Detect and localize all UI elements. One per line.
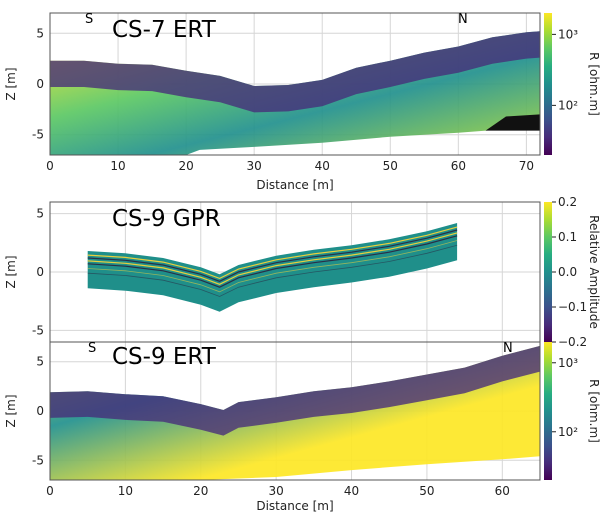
panel-cs9-gpr: 5 0 -5 CS-9 GPR Z [m] 0.2 0.1 0.0 −0.1 −0.2 Re… [4,195,601,349]
x-tick-label: 30 [269,484,284,498]
y-tick-label: -5 [32,453,44,467]
colorbar-ticks: 10³ 10² [552,356,578,439]
resistivity-section [50,345,540,480]
x-tick-label: 10 [118,484,133,498]
plot-frame [49,12,541,156]
panel-cs7-ert: 0 10 20 30 40 50 60 70 50-5 CS-7 ERT S N Distan… [4,12,601,192]
black-block-marker [485,114,540,131]
x-axis-label: Distance [m] [256,178,333,192]
colorbar-tick-label: 10² [558,425,578,439]
colorbar-ticks: 0.2 0.1 0.0 −0.1 −0.2 [552,195,587,349]
x-tick-label: 50 [419,484,434,498]
x-tick-label: 30 [247,159,262,173]
colorbar-tick-label: 10² [558,98,578,112]
y-tick-label: 5 [36,355,44,369]
y-axis-label: Z [m] [4,67,18,100]
colorbar-tick-label: 10³ [558,27,578,41]
panel-title: CS-9 GPR [112,206,221,232]
x-tick-label: 10 [110,159,125,173]
gpr-reflector [87,232,458,285]
y-tick-labels: 5 0 -5 [32,355,44,468]
colorbar-tick-label: 10³ [558,356,578,370]
ert-low-resistivity-layer [50,345,540,436]
y-tick-label: 0 [36,265,44,279]
x-tick-label: 70 [519,159,534,173]
gpr-reflector [87,235,458,288]
y-tick-label: 0 [36,404,44,418]
x-tick-label: 40 [344,484,359,498]
colorbar-tick-label: 0.1 [558,230,577,244]
gpr-reflector [87,229,458,282]
y-tick-label: 0 [36,77,44,91]
colorbar-label: R [ohm.m] [587,379,601,443]
x-tick-label: 0 [46,159,54,173]
plot-frame [49,341,541,481]
gpr-reflector [87,226,458,280]
x-tick-label: 20 [193,484,208,498]
x-axis-label: Distance [m] [256,499,333,513]
ert-low-resistivity-layer [50,31,540,113]
colorbar-tick-label: 0.2 [558,195,577,209]
direction-left: S [88,341,96,356]
y-tick-label: -5 [32,128,44,142]
y-tick-labels: 5 0 -5 [32,26,44,141]
y-tick-label: 5 [36,207,44,221]
direction-right: N [503,341,513,356]
x-tick-label: 0 [46,484,54,498]
colorbar-tick-label: −0.2 [558,335,587,349]
y-tick-label: -5 [32,323,44,337]
colorbar-tick-label: 0.0 [558,265,577,279]
gpr-reflector [87,244,458,297]
panel-title: CS-9 ERT [112,344,217,370]
x-tick-label: 60 [495,484,510,498]
x-tick-label: 60 [451,159,466,173]
x-tick-label: 20 [178,159,193,173]
grid [49,202,540,342]
radargram [87,223,458,312]
direction-right: N [458,12,468,27]
y-tick-label: 5 [36,26,44,40]
x-tick-label: 50 [383,159,398,173]
gpr-section-body [87,223,458,312]
colorbar [544,202,552,342]
y-tick-labels: 5 0 -5 [32,207,44,338]
y-axis-label: Z [m] [4,394,18,427]
direction-left: S [85,12,93,27]
gpr-reflector [87,240,458,293]
y-axis-label: Z [m] [4,255,18,288]
colorbar-label: Relative Amplitude [587,215,601,329]
resistivity-section [50,31,540,155]
colorbar-label: R [ohm.m] [587,52,601,116]
x-tick-labels: 0 10 20 30 40 50 60 [46,484,510,498]
gpr-reflectors [87,226,458,297]
x-tick-label: 40 [315,159,330,173]
x-tick-labels: 0 10 20 30 40 50 60 70 [46,159,534,173]
colorbar [544,13,552,155]
panel-cs9-ert: 0 10 20 30 40 50 60 50-5 CS-9 ERT S N Distance… [4,341,601,513]
colorbar-ticks: 10³ 10² [552,27,578,112]
colorbar-tick-label: −0.1 [558,300,587,314]
panel-title: CS-7 ERT [112,17,217,43]
colorbar [544,342,552,480]
